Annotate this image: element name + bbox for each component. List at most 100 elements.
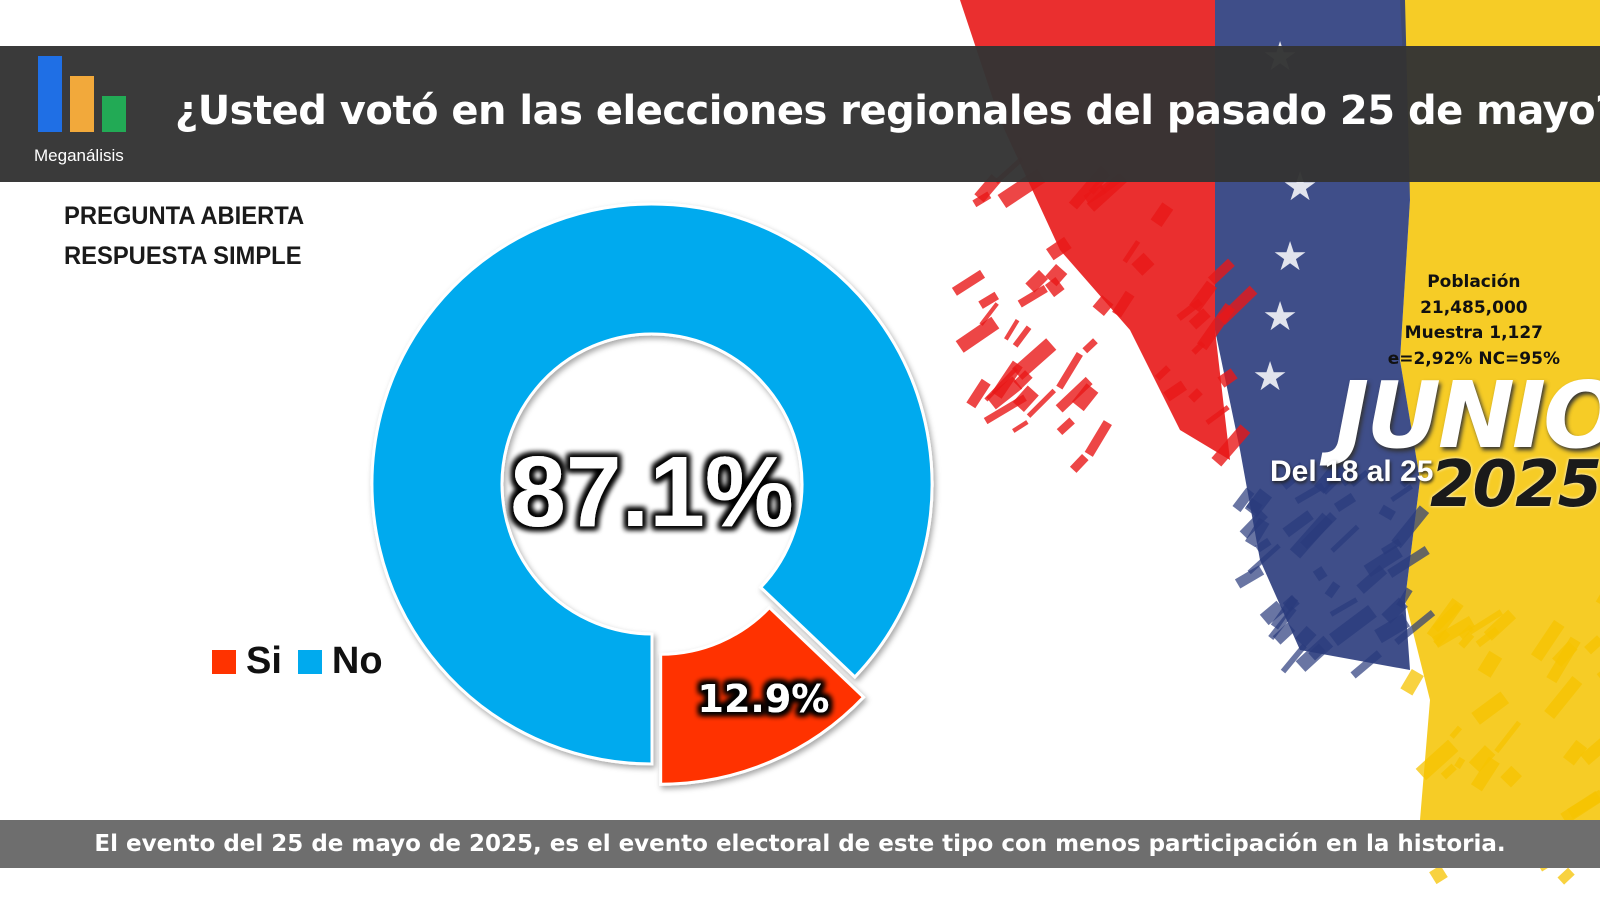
flag-brush-shard [1374, 613, 1411, 644]
flag-brush-shard [1025, 269, 1049, 293]
flag-brush-shard [1245, 498, 1263, 514]
flag-brush-shard [1069, 453, 1089, 473]
flag-brush-shard [966, 378, 991, 409]
muestra-text: Muestra 1,127 [1404, 323, 1544, 343]
flag-brush-shard [986, 376, 1023, 410]
flag-brush-shard [1557, 867, 1575, 885]
flag-brush-shard [1234, 565, 1265, 589]
page-title: ¿Usted votó en las elecciones regionales… [175, 88, 1600, 134]
flag-brush-shard [1432, 616, 1475, 648]
flag-brush-shard [1071, 383, 1099, 412]
flag-brush-shard [1154, 365, 1171, 381]
flag-brush-shard [1232, 487, 1255, 513]
flag-brush-shard [1500, 765, 1523, 788]
flag-brush-shard [1314, 460, 1345, 494]
legend-swatch-si [212, 649, 236, 674]
flag-brush-shard [1245, 517, 1270, 548]
flag-star-icon: ★ [1272, 234, 1308, 280]
flag-brush-shard [1211, 424, 1251, 467]
flag-star-icon: ★ [1252, 354, 1288, 400]
flag-brush-shard [1356, 564, 1388, 594]
flag-brush-shard [1470, 756, 1500, 792]
flag-brush-shard [1562, 739, 1588, 766]
flag-brush-shard [979, 302, 999, 326]
footer-note: El evento del 25 de mayo de 2025, es el … [94, 831, 1506, 857]
flag-brush-shard [1083, 184, 1107, 204]
flag-brush-shard [1084, 420, 1112, 457]
flag-brush-shard [1350, 650, 1382, 679]
flag-brush-shard [1391, 505, 1430, 549]
flag-brush-shard [1312, 566, 1328, 582]
flag-brush-shard [951, 269, 986, 296]
flag-brush-shard [1055, 376, 1093, 413]
flag-brush-shard [1259, 600, 1286, 626]
flag-brush-shard [1530, 619, 1565, 662]
survey-year: 2025 [1430, 448, 1600, 522]
flag-brush-shard [1429, 865, 1448, 885]
flag-brush-shard [1458, 624, 1474, 640]
flag-brush-shard [1300, 512, 1337, 550]
poblacion-value: 21,485,000 [1420, 297, 1528, 318]
flag-brush-shard [1188, 308, 1211, 330]
flag-brush-shard [1454, 756, 1466, 770]
flag-brush-shard [1205, 405, 1230, 425]
footer-bar: El evento del 25 de mayo de 2025, es el … [0, 820, 1600, 868]
flag-brush-shard [1046, 236, 1072, 261]
flag-brush-shard [1122, 240, 1141, 264]
legend-item-no: No [297, 640, 383, 683]
question-type-line2: RESPUESTA SIMPLE [64, 242, 302, 270]
flag-brush-shard [1324, 581, 1341, 599]
flag-brush-shard [1163, 380, 1187, 402]
flag-brush-shard [1584, 635, 1600, 655]
flag-brush-shard [1329, 604, 1377, 646]
flag-brush-shard [1131, 252, 1155, 276]
flag-brush-shard [1012, 385, 1039, 412]
flag-brush-shard [978, 291, 1000, 309]
flag-brush-shard [1270, 595, 1299, 630]
flag-brush-shard [1415, 739, 1459, 781]
question-type: PREGUNTA ABIERTA RESPUESTA SIMPLE [64, 196, 304, 276]
survey-date-range: Del 18 al 25 [1270, 455, 1434, 488]
flag-brush-shard [1321, 470, 1347, 495]
logo-bar-blue [38, 56, 62, 132]
flag-brush-shard [1390, 484, 1414, 502]
flag-brush-shard [1394, 609, 1436, 645]
flag-brush-shard [1217, 368, 1238, 388]
flag-brush-shard [1468, 745, 1496, 773]
question-type-line1: PREGUNTA ABIERTA [64, 202, 305, 230]
flag-brush-shard [1387, 545, 1430, 578]
flag-brush-shard [1044, 277, 1065, 298]
flag-brush-shard [1026, 388, 1056, 418]
sample-info: Población 21,485,000 Muestra 1,127 e=2,9… [1388, 270, 1560, 372]
flag-brush-shard [1544, 676, 1583, 720]
legend-item-si: Si [212, 640, 282, 683]
flag-brush-shard [1378, 504, 1396, 521]
flag-brush-shard [1449, 725, 1463, 739]
chart-legend: Si No [212, 640, 399, 683]
flag-brush-shard [1426, 597, 1464, 642]
flag-brush-shard [1400, 668, 1424, 696]
flag-brush-shard [1247, 543, 1281, 575]
flag-brush-shard [1295, 625, 1317, 648]
flag-brush-shard [1458, 631, 1475, 649]
flag-brush-shard [1330, 524, 1360, 553]
flag-brush-shard [1477, 650, 1503, 678]
flag-brush-shard [1045, 264, 1068, 287]
flag-brush-shard [1082, 338, 1098, 354]
flag-brush-shard [1341, 474, 1354, 487]
legend-swatch-no [297, 649, 322, 674]
flag-brush-shard [1056, 417, 1075, 436]
flag-brush-shard [955, 316, 1000, 353]
flag-brush-shard [1207, 258, 1235, 285]
flag-brush-shard [1560, 791, 1600, 825]
legend-label-si: Si [246, 640, 282, 682]
flag-brush-shard [1580, 735, 1600, 766]
flag-brush-shard [1150, 202, 1174, 227]
flag-brush-shard [1004, 318, 1020, 341]
logo-text: Meganálisis [34, 146, 124, 165]
flag-brush-shard [1239, 509, 1268, 539]
flag-brush-shard [1494, 720, 1522, 754]
flag-brush-shard [1546, 636, 1581, 684]
legend-label-no: No [331, 640, 383, 682]
